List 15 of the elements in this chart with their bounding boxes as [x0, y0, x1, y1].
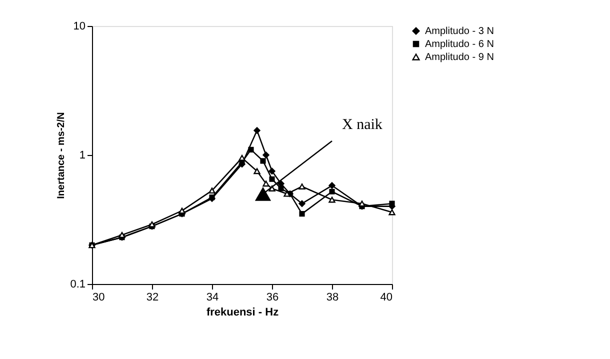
x-tick-label: 36 — [266, 292, 279, 304]
x-tick-label: 38 — [326, 292, 339, 304]
y-tick-label: 10 — [73, 20, 86, 32]
x-tick-label: 34 — [206, 292, 219, 304]
x-axis-title: frekuensi - Hz — [206, 306, 280, 318]
legend-label: Amplitudo - 3 N — [425, 26, 494, 37]
y-tick-label: 1 — [79, 150, 86, 162]
legend-label: Amplitudo - 9 N — [425, 52, 494, 63]
x-tick-label: 32 — [146, 292, 159, 304]
annotation: X naik — [342, 117, 383, 133]
y-tick-label: 0.1 — [70, 278, 86, 290]
x-tick-label: 40 — [380, 292, 392, 304]
x-tick-label: 30 — [92, 292, 105, 304]
y-axis-title: Inertance - ms-2/N — [56, 112, 68, 199]
legend-label: Amplitudo - 6 N — [425, 39, 494, 50]
